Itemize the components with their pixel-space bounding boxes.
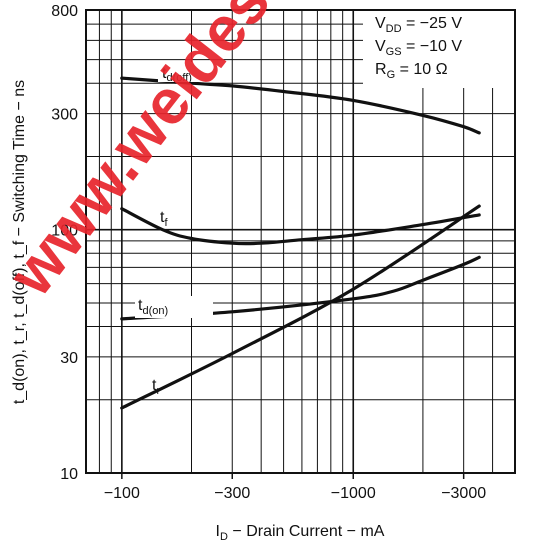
label-td-off: td(off): [162, 65, 192, 84]
y-tick-label: 30: [60, 350, 78, 367]
plot-frame: [85, 9, 516, 474]
y-axis-title: t_d(on), t_r, t_d(off), t_f − Switching …: [11, 80, 28, 404]
series-group: [120, 76, 481, 410]
x-axis-title: ID − Drain Current − mA: [216, 523, 385, 543]
series-labels: td(off) tf td(on) tr: [135, 62, 230, 397]
condition-vdd: VDD = −25 V: [375, 15, 462, 35]
x-tick-labels: −100 −300 −1000 −3000: [104, 485, 486, 502]
label-td-on: td(on): [138, 297, 168, 317]
y-tick-label: 10: [60, 466, 78, 483]
x-tick-label: −100: [104, 485, 140, 502]
y-tick-label: 100: [51, 223, 78, 240]
x-tick-label: −1000: [331, 485, 376, 502]
conditions-box: [363, 11, 514, 88]
condition-rg: RG = 10 Ω: [375, 61, 448, 81]
y-tick-label: 800: [51, 3, 78, 20]
label-tr: tr: [152, 377, 160, 397]
condition-vgs: VGS = −10 V: [375, 38, 462, 58]
y-tick-labels: 10 30 100 300 800: [51, 3, 78, 483]
series-line-t-f: [120, 207, 481, 246]
label-tf: tf: [160, 209, 168, 229]
x-tick-label: −300: [214, 485, 250, 502]
series-line-t-d-on: [120, 255, 481, 321]
x-tick-label: −3000: [441, 485, 486, 502]
series-line-t-r: [120, 204, 481, 410]
series-line-t-d-off: [120, 76, 481, 135]
conditions: VDD = −25 V VGS = −10 V RG = 10 Ω: [375, 15, 462, 81]
y-tick-label: 300: [51, 107, 78, 124]
